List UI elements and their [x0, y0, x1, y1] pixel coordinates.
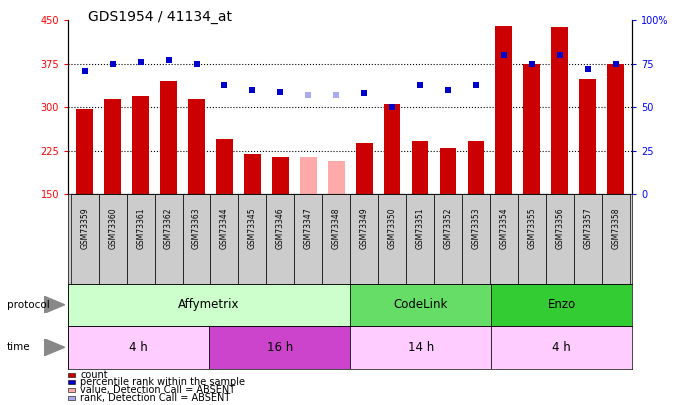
Text: Affymetrix: Affymetrix [178, 298, 240, 311]
Bar [68, 284, 350, 326]
Text: GSM73362: GSM73362 [164, 208, 173, 249]
Bar [99, 194, 126, 284]
Text: GSM73352: GSM73352 [443, 208, 452, 249]
Bar [468, 141, 484, 194]
Bar [490, 194, 518, 284]
Bar [546, 194, 574, 284]
Text: GSM73354: GSM73354 [499, 208, 509, 249]
Text: GSM73360: GSM73360 [108, 208, 117, 249]
Text: GSM73355: GSM73355 [527, 208, 537, 249]
Text: GSM73359: GSM73359 [80, 208, 89, 249]
Text: GDS1954 / 41134_at: GDS1954 / 41134_at [88, 10, 233, 24]
Text: GSM73363: GSM73363 [192, 208, 201, 249]
Bar [579, 79, 596, 194]
Bar [182, 194, 211, 284]
Polygon shape [44, 296, 65, 313]
Text: GSM73345: GSM73345 [248, 208, 257, 249]
Bar [133, 96, 149, 194]
Text: CodeLink: CodeLink [394, 298, 448, 311]
Bar [462, 194, 490, 284]
Bar [356, 143, 373, 194]
Text: GSM73357: GSM73357 [583, 208, 592, 249]
Bar [300, 157, 317, 194]
Bar [350, 326, 491, 369]
Text: GSM73351: GSM73351 [415, 208, 424, 249]
Text: GSM73349: GSM73349 [360, 208, 369, 249]
Text: GSM73358: GSM73358 [611, 208, 620, 249]
Text: count: count [80, 370, 108, 379]
Text: GSM73347: GSM73347 [304, 208, 313, 249]
Text: percentile rank within the sample: percentile rank within the sample [80, 377, 245, 387]
Text: time: time [7, 342, 31, 352]
Bar [294, 194, 322, 284]
Bar [188, 99, 205, 194]
Bar [434, 194, 462, 284]
Bar [574, 194, 602, 284]
Bar [244, 154, 261, 194]
Bar [496, 26, 512, 194]
Bar [607, 64, 624, 194]
Bar [216, 139, 233, 194]
Bar [551, 27, 568, 194]
Text: value, Detection Call = ABSENT: value, Detection Call = ABSENT [80, 385, 235, 395]
Bar [524, 64, 540, 194]
Text: 14 h: 14 h [407, 341, 434, 354]
Bar [378, 194, 406, 284]
Text: Enzo: Enzo [547, 298, 576, 311]
Bar [76, 109, 93, 194]
Bar [267, 194, 294, 284]
Bar [406, 194, 434, 284]
Text: GSM73346: GSM73346 [276, 208, 285, 249]
Bar [328, 161, 345, 194]
Text: GSM73350: GSM73350 [388, 208, 396, 249]
Text: GSM73353: GSM73353 [471, 208, 481, 249]
Text: GSM73361: GSM73361 [136, 208, 145, 249]
Text: GSM73344: GSM73344 [220, 208, 229, 249]
Text: GSM73356: GSM73356 [556, 208, 564, 249]
Bar [350, 194, 378, 284]
Bar [602, 194, 630, 284]
Bar [160, 81, 177, 194]
Bar [154, 194, 182, 284]
Polygon shape [44, 339, 65, 356]
Text: GSM73348: GSM73348 [332, 208, 341, 249]
Bar [239, 194, 267, 284]
Text: protocol: protocol [7, 300, 50, 310]
Bar [439, 148, 456, 194]
Bar [491, 326, 632, 369]
Bar [272, 157, 289, 194]
Bar [350, 284, 491, 326]
Bar [68, 326, 209, 369]
Bar [384, 104, 401, 194]
Bar [491, 284, 632, 326]
Text: rank, Detection Call = ABSENT: rank, Detection Call = ABSENT [80, 393, 231, 403]
Bar [71, 194, 99, 284]
Text: 4 h: 4 h [552, 341, 571, 354]
Text: 4 h: 4 h [129, 341, 148, 354]
Bar [104, 99, 121, 194]
Bar [518, 194, 546, 284]
Bar [211, 194, 239, 284]
Bar [209, 326, 350, 369]
Text: 16 h: 16 h [267, 341, 293, 354]
Bar [126, 194, 154, 284]
Bar [411, 141, 428, 194]
Bar [322, 194, 350, 284]
